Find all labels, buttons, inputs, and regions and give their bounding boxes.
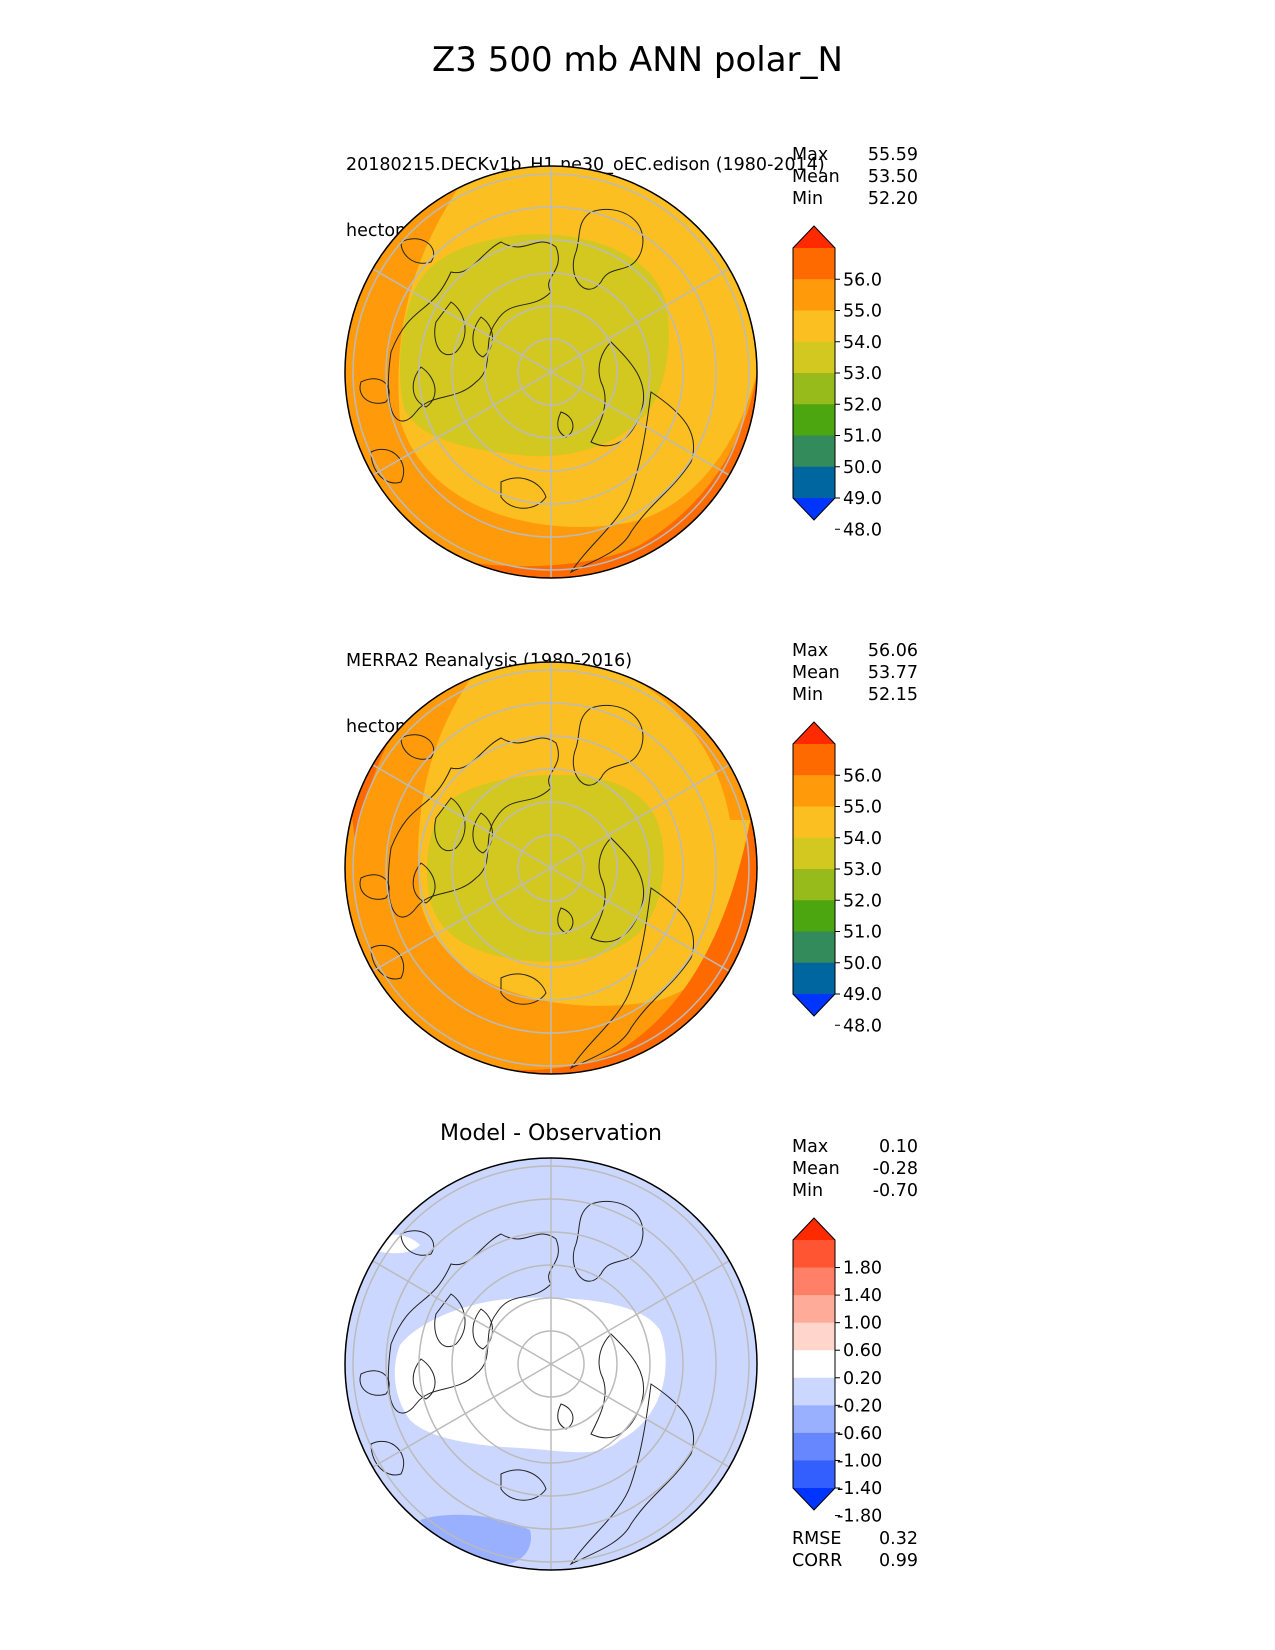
test-stat-max: Max 55.59	[792, 145, 918, 165]
colorbar-swatch	[793, 248, 835, 280]
colorbar-swatch	[793, 931, 835, 964]
ref-map	[345, 662, 757, 1074]
ref-title-line1: MERRA2 Reanalysis (1980-2016)	[346, 651, 633, 671]
colorbar-swatch	[793, 1350, 835, 1379]
colorbar-tick-label: 49.0	[843, 985, 882, 1005]
colorbar-swatch	[793, 837, 835, 870]
colorbar-swatch	[793, 310, 835, 343]
colorbar-swatch	[793, 373, 835, 405]
colorbar-swatch	[793, 435, 835, 468]
ref-band-55	[345, 662, 757, 1074]
colorbar-tick-label: -0.20	[837, 1396, 882, 1416]
colorbar-swatch	[793, 1322, 835, 1351]
diff-stat-min: Min -0.70	[792, 1181, 918, 1201]
diff-colorbar: 1.80 1.40 1.00 0.60 0.20 -0.20 -0.60 -1.00 -1.40…	[792, 1217, 882, 1527]
test-panel-title: 20180215.DECKv1b_H1.ne30_oEC.edison (198…	[346, 110, 825, 264]
colorbar-swatch	[793, 1295, 835, 1324]
colorbar-tick-label: 48.0	[843, 520, 882, 540]
colorbar-swatch	[793, 900, 835, 932]
colorbar-tick-label: 53.0	[843, 364, 882, 384]
test-stat-min: Min 52.20	[792, 189, 918, 209]
diff-metrics: RMSE 0.32 CORR 0.99	[792, 1528, 918, 1572]
colorbar-swatch	[793, 744, 835, 776]
colorbar-swatch	[793, 466, 835, 499]
colorbar-tick-label: 1.00	[843, 1314, 882, 1334]
colorbar-swatch	[793, 775, 835, 807]
colorbar-extend-min	[793, 994, 835, 1016]
colorbar-swatch	[793, 1432, 835, 1461]
test-title-line1: 20180215.DECKv1b_H1.ne30_oEC.edison (198…	[346, 155, 825, 175]
colorbar-tick-label: 0.60	[843, 1341, 882, 1361]
test-stats: Max 55.59 Mean 53.50 Min 52.20	[792, 144, 918, 210]
ref-band-53	[426, 775, 664, 962]
diff-stat-mean: Mean -0.28	[792, 1159, 918, 1179]
colorbar-swatch	[793, 404, 835, 436]
colorbar-tick-label: 50.0	[843, 954, 882, 974]
colorbar-tick-label: 56.0	[843, 766, 882, 786]
colorbar-swatch	[793, 1267, 835, 1296]
colorbar-tick-label: 1.80	[843, 1259, 882, 1279]
colorbar-tick-label: -1.00	[837, 1451, 882, 1471]
colorbar-tick-label: 52.0	[843, 395, 882, 415]
colorbar-swatch	[793, 869, 835, 901]
figure-title: Z3 500 mb ANN polar_N	[432, 40, 843, 80]
test-stat-mean: Mean 53.50	[792, 167, 918, 187]
colorbar-swatch	[793, 962, 835, 995]
colorbar-swatch	[793, 279, 835, 311]
colorbar-tick-label: 48.0	[843, 1016, 882, 1036]
colorbar-tick-label: -1.80	[837, 1507, 882, 1527]
ref-map-frame	[344, 661, 758, 1075]
colorbar-tick-label: 0.20	[843, 1369, 882, 1389]
colorbar-tick-label: 1.40	[843, 1286, 882, 1306]
colorbar-tick-label: 49.0	[843, 489, 882, 509]
ref-band-56b	[460, 780, 757, 1074]
colorbar-tick-label: -1.40	[837, 1479, 882, 1499]
colorbar-tick-label: 52.0	[843, 891, 882, 911]
test-colorbar: 56.0 55.0 54.0 53.0 52.0 51.0 50.0 49.0 48.0	[792, 225, 882, 540]
diff-metric-corr: CORR 0.99	[792, 1551, 918, 1571]
ref-stat-min: Min 52.15	[792, 685, 918, 705]
diff-metric-rmse: RMSE 0.32	[792, 1529, 918, 1549]
ref-stat-max: Max 56.06	[792, 641, 918, 661]
test-band-55	[345, 166, 757, 578]
colorbar-tick-label: 56.0	[843, 270, 882, 290]
colorbar-tick-label: 50.0	[843, 458, 882, 478]
colorbar-tick-label: 54.0	[843, 333, 882, 353]
colorbar-tick-label: 51.0	[843, 923, 882, 943]
diff-neg-06	[420, 1514, 531, 1565]
colorbar-swatch	[793, 1405, 835, 1434]
colorbar-swatch	[793, 1240, 835, 1269]
test-map	[345, 166, 757, 578]
colorbar-extend-max	[793, 722, 835, 744]
colorbar-swatch	[793, 341, 835, 374]
diff-stats: Max 0.10 Mean -0.28 Min -0.70	[792, 1136, 918, 1202]
diff-map	[345, 1158, 757, 1570]
colorbar-swatch	[793, 1377, 835, 1406]
diff-stat-max: Max 0.10	[792, 1137, 918, 1157]
colorbar-extend-max	[793, 1218, 835, 1240]
colorbar-tick-label: 54.0	[843, 829, 882, 849]
test-map-frame	[344, 165, 758, 579]
colorbar-tick-label: 51.0	[843, 427, 882, 447]
colorbar-tick-label: -0.60	[837, 1424, 882, 1444]
test-band-53	[400, 234, 669, 457]
ref-colorbar: 56.0 55.0 54.0 53.0 52.0 51.0 50.0 49.0 48.0	[792, 721, 882, 1036]
diff-panel-title: Model - Observation	[440, 1121, 662, 1146]
diff-map-frame	[344, 1157, 758, 1571]
colorbar-extend-min	[793, 498, 835, 520]
colorbar-extend-max	[793, 226, 835, 248]
ref-stats: Max 56.06 Mean 53.77 Min 52.15	[792, 640, 918, 706]
colorbar-extend-min	[793, 1488, 835, 1510]
ref-stat-mean: Mean 53.77	[792, 663, 918, 683]
colorbar-swatch	[793, 806, 835, 839]
colorbar-tick-label: 53.0	[843, 860, 882, 880]
colorbar-swatch	[793, 1460, 835, 1489]
colorbar-tick-label: 55.0	[843, 798, 882, 818]
colorbar-tick-label: 55.0	[843, 302, 882, 322]
